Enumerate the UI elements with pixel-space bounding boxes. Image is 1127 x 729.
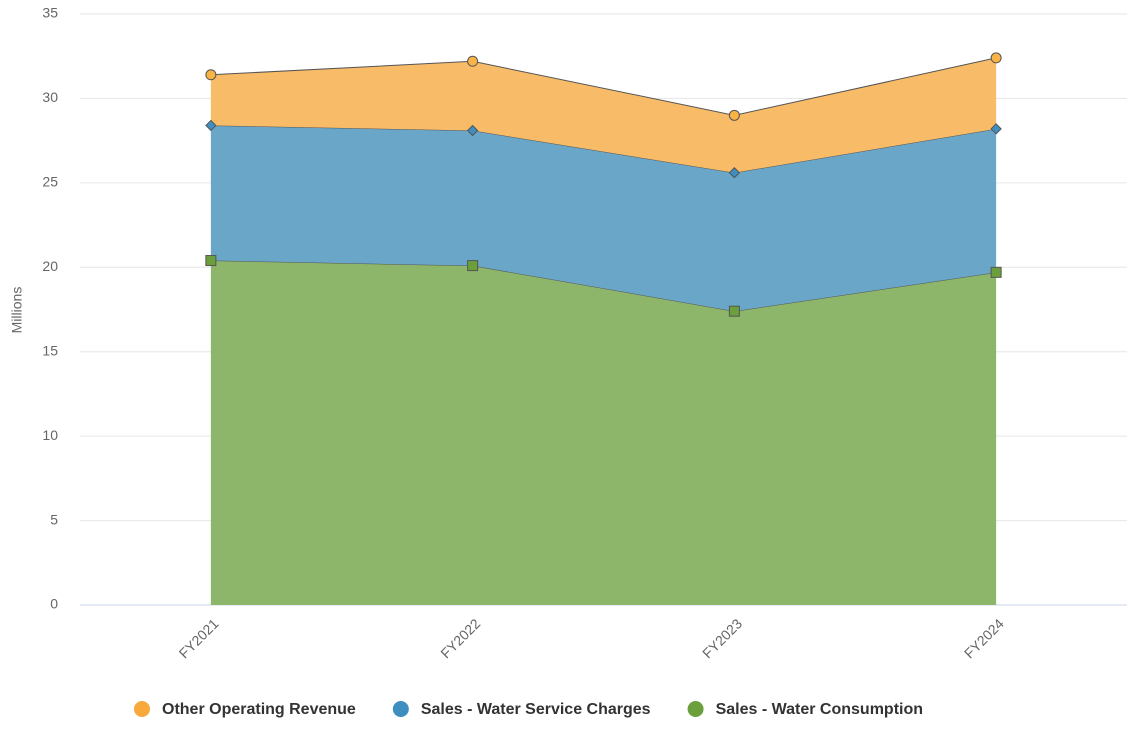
x-tick-label: FY2022 bbox=[437, 615, 483, 661]
legend-marker bbox=[134, 701, 150, 717]
x-tick-label: FY2023 bbox=[699, 615, 745, 661]
marker bbox=[205, 69, 217, 81]
area bbox=[210, 125, 997, 312]
marker bbox=[467, 55, 479, 67]
y-tick-label: 25 bbox=[42, 174, 58, 190]
x-tick-label: FY2024 bbox=[961, 615, 1007, 661]
legend-label: Sales - Water Service Charges bbox=[421, 701, 651, 718]
y-tick-label: 30 bbox=[42, 89, 58, 105]
marker bbox=[466, 124, 479, 137]
legend-label: Other Operating Revenue bbox=[162, 701, 356, 718]
y-tick-label: 5 bbox=[50, 511, 58, 527]
x-tick-label: FY2021 bbox=[176, 615, 222, 661]
y-tick-label: 10 bbox=[42, 427, 58, 443]
marker bbox=[990, 52, 1002, 64]
marker bbox=[205, 255, 217, 267]
y-tick-label: 20 bbox=[42, 258, 58, 274]
legend-marker bbox=[392, 701, 409, 717]
marker bbox=[728, 167, 741, 179]
y-axis-title: Millions bbox=[9, 287, 25, 334]
legend-marker bbox=[687, 701, 704, 717]
area bbox=[210, 57, 997, 173]
legend-label: Sales - Water Consumption bbox=[716, 701, 923, 718]
marker bbox=[205, 119, 217, 132]
y-tick-label: 0 bbox=[50, 596, 58, 612]
marker bbox=[990, 123, 1002, 135]
legend: Other Operating Revenue Sales - Water Ser… bbox=[134, 701, 923, 718]
marker bbox=[990, 266, 1002, 278]
y-tick-label: 15 bbox=[42, 342, 58, 358]
marker bbox=[467, 260, 479, 272]
area-line bbox=[210, 57, 997, 116]
y-tick-label: 35 bbox=[42, 5, 58, 21]
marker bbox=[728, 305, 740, 317]
marker bbox=[728, 109, 740, 121]
area bbox=[210, 260, 997, 605]
